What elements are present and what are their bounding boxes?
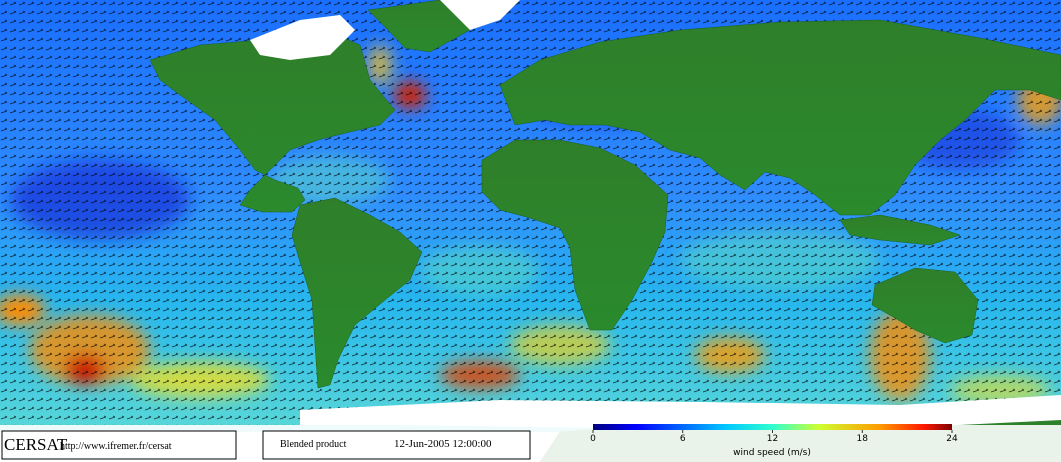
colorbar-tick-label: 0 [590,434,596,444]
url: http://www.ifremer.fr/cersat [60,441,172,452]
indonesia [839,214,961,246]
south-america [291,197,423,389]
ice [250,0,1061,428]
africa [481,139,669,331]
australia [871,267,979,344]
colorbar [593,424,952,430]
colorbar-tick-label: 6 [680,434,686,444]
colorbar-label: wind speed (m/s) [733,448,811,458]
colorbar-tick-label: 12 [767,434,778,444]
colorbar-tick-label: 18 [857,434,869,444]
product-box [262,430,531,460]
north-america [149,31,396,213]
colorbar-axis: 0 6 12 18 24 [590,430,958,444]
colorbar-tick-label: 24 [946,434,958,444]
logo: CERSAT [4,435,68,454]
eurasia [499,19,1061,216]
product: Blended product [280,439,347,450]
logo-box [1,430,237,460]
date: 12-Jun-2005 12:00:00 [394,438,492,450]
